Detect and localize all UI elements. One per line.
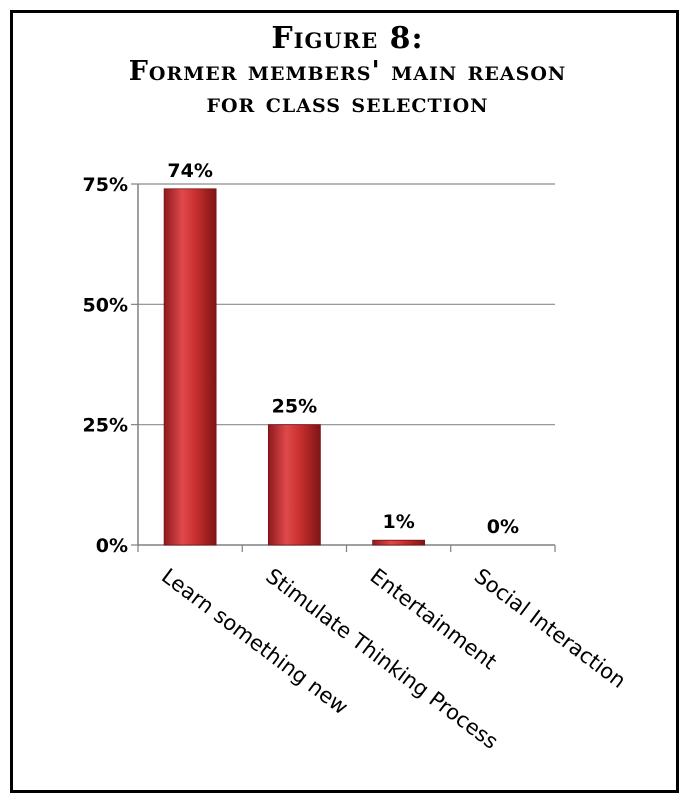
y-tick-label: 75% (83, 174, 128, 196)
data-label: 1% (382, 511, 414, 533)
chart-title-line-2: Former members' main reason (128, 56, 567, 87)
figure-frame (10, 10, 679, 793)
category-label: Social Interaction (470, 564, 630, 693)
data-label: 25% (272, 396, 317, 418)
bar (163, 188, 217, 546)
y-tick-label: 50% (83, 294, 128, 316)
chart-title: Figure 8: Former members' main reason fo… (0, 22, 695, 120)
bars (163, 188, 426, 546)
y-tick-label: 0% (96, 535, 128, 557)
bar (372, 539, 426, 546)
bar (267, 424, 321, 546)
category-label: Learn something new (157, 564, 352, 720)
chart-title-line-1: Figure 8: (271, 21, 424, 56)
y-tick-label: 25% (83, 415, 128, 437)
data-label: 0% (487, 516, 519, 538)
data-label: 74% (167, 160, 212, 182)
chart-title-line-3: for class selection (206, 88, 489, 119)
